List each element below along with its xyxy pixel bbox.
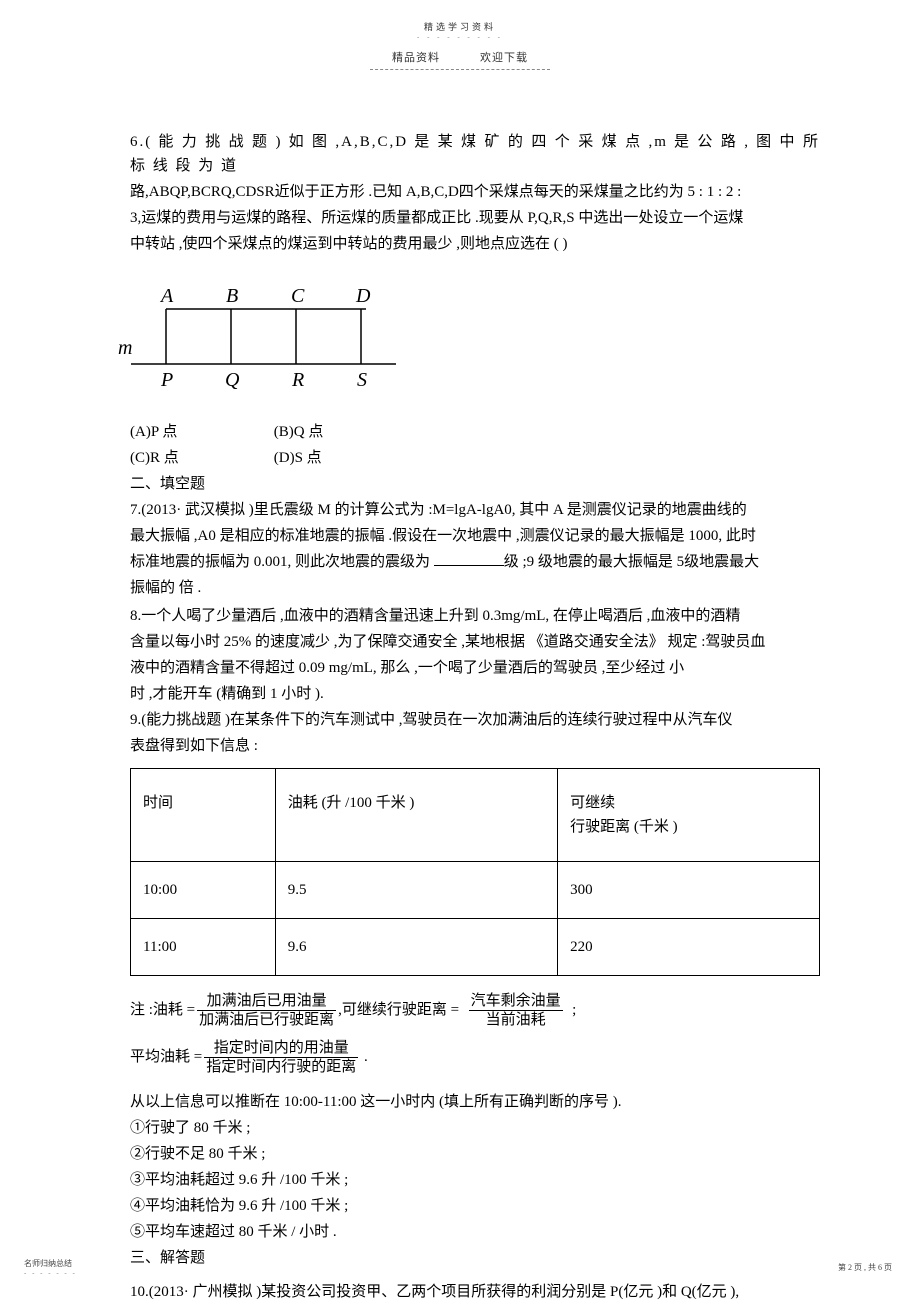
- note-prefix-1: 注 :油耗 =: [130, 1002, 195, 1018]
- q6-line-1: 6.( 能 力 挑 战 题 ) 如 图 ,A,B,C,D 是 某 煤 矿 的 四…: [130, 130, 820, 178]
- q7-line-4: 振幅的 倍 .: [130, 576, 820, 600]
- fraction-3: 指定时间内的用油量指定时间内行驶的距离: [204, 1039, 358, 1076]
- th-consumption: 油耗 (升 /100 千米 ): [275, 769, 557, 862]
- r2c3: 220: [558, 919, 820, 976]
- r1c3: 300: [558, 862, 820, 919]
- q6-options-row-1: (A)P 点 (B)Q 点: [130, 420, 820, 444]
- q6-opt-a: (A)P 点: [130, 420, 270, 444]
- footer-left-dots: - - - - - - -: [24, 1269, 77, 1277]
- q6-line-2: 路,ABQP,BCRQ,CDSR近似于正方形 .已知 A,B,C,D四个采煤点每…: [130, 180, 820, 204]
- note-line-2: 平均油耗 =指定时间内的用油量指定时间内行驶的距离 .: [130, 1039, 820, 1076]
- q8-line-3: 液中的酒精含量不得超过 0.09 mg/mL, 那么 ,一个喝了少量酒后的驾驶员…: [130, 656, 820, 680]
- th-distance-a: 可继续: [570, 791, 807, 815]
- q6-opt-d: (D)S 点: [274, 450, 322, 466]
- diag-label-S: S: [357, 369, 367, 391]
- q6-opt-c: (C)R 点: [130, 446, 270, 470]
- infer-item-2: ②行驶不足 80 千米 ;: [130, 1142, 820, 1166]
- header-dots: - - - - - - - - -: [0, 32, 920, 43]
- q9-line-2: 表盘得到如下信息 :: [130, 734, 820, 758]
- q6-opt-b: (B)Q 点: [274, 424, 324, 440]
- q7-blank-1: [434, 565, 504, 566]
- infer-item-4: ④平均油耗恰为 9.6 升 /100 千米 ;: [130, 1194, 820, 1218]
- main-content: 6.( 能 力 挑 战 题 ) 如 图 ,A,B,C,D 是 某 煤 矿 的 四…: [0, 70, 920, 1304]
- f2-den: 当前油耗: [469, 1011, 563, 1029]
- diag-label-C: C: [291, 285, 305, 307]
- q6-options-row-2: (C)R 点 (D)S 点: [130, 446, 820, 470]
- f1-num: 加满油后已用油量: [197, 992, 336, 1011]
- r1c2: 9.5: [275, 862, 557, 919]
- header-left: 精品资料: [392, 52, 440, 64]
- header-subtitle: 精品资料 欢迎下载: [0, 50, 920, 68]
- q7-line-1: 7.(2013· 武汉模拟 )里氏震级 M 的计算公式为 :M=lgA-lgA0…: [130, 498, 820, 522]
- f2-num: 汽车剩余油量: [469, 992, 563, 1011]
- header-right: 欢迎下载: [480, 52, 528, 64]
- table-row: 10:00 9.5 300: [131, 862, 820, 919]
- q7-line-2: 最大振幅 ,A0 是相应的标准地震的振幅 .假设在一次地震中 ,测震仪记录的最大…: [130, 524, 820, 548]
- q7-line-3: 标准地震的振幅为 0.001, 则此次地震的震级为 级 ;9 级地震的最大振幅是…: [130, 550, 820, 574]
- table-header-row: 时间 油耗 (升 /100 千米 ) 可继续 行驶距离 (千米 ): [131, 769, 820, 862]
- diag-label-B: B: [226, 285, 238, 307]
- r2c1: 11:00: [131, 919, 276, 976]
- q7-line-3a: 标准地震的振幅为 0.001, 则此次地震的震级为: [130, 554, 434, 570]
- q9-table: 时间 油耗 (升 /100 千米 ) 可继续 行驶距离 (千米 ) 10:00 …: [130, 768, 820, 976]
- diag-label-A: A: [159, 285, 174, 307]
- diag-label-D: D: [355, 285, 371, 307]
- th-distance-b: 行驶距离 (千米 ): [570, 815, 807, 839]
- f3-num: 指定时间内的用油量: [204, 1039, 358, 1058]
- infer-item-1: ①行驶了 80 千米 ;: [130, 1116, 820, 1140]
- q6-diagram: A B C D m P Q R S: [106, 274, 820, 402]
- note-line-1: 注 :油耗 =加满油后已用油量加满油后已行驶距离,可继续行驶距离 = 汽车剩余油…: [130, 992, 820, 1029]
- diag-label-P: P: [160, 369, 173, 391]
- q8-line-1: 8.一个人喝了少量酒后 ,血液中的酒精含量迅速上升到 0.3mg/mL, 在停止…: [130, 604, 820, 628]
- section-3-heading: 三、解答题: [130, 1246, 820, 1270]
- q8-line-2: 含量以每小时 25% 的速度减少 ,为了保障交通安全 ,某地根据 《道路交通安全…: [130, 630, 820, 654]
- page-header-top: 精选学习资料 - - - - - - - - - 精品资料欢迎下载: [0, 0, 920, 70]
- note-after-2: .: [364, 1049, 368, 1065]
- q6-line-4: 中转站 ,使四个采煤点的煤运到中转站的费用最少 ,则地点应选在 ( ): [130, 232, 820, 256]
- footer-page-number: 第 2 页 , 共 6 页: [838, 1262, 892, 1275]
- q8-line-4: 时 ,才能开车 (精确到 1 小时 ).: [130, 682, 820, 706]
- q7-line-3b: 级 ;9 级地震的最大振幅是 5级地震最大: [504, 554, 759, 570]
- diag-label-m: m: [118, 337, 132, 359]
- f3-den: 指定时间内行驶的距离: [204, 1058, 358, 1076]
- infer-item-5: ⑤平均车速超过 80 千米 / 小时 .: [130, 1220, 820, 1244]
- note-prefix-2: 平均油耗 =: [130, 1049, 202, 1065]
- section-2-heading: 二、填空题: [130, 472, 820, 496]
- footer-left: 名师归纳总结 - - - - - - -: [24, 1259, 77, 1277]
- r1c1: 10:00: [131, 862, 276, 919]
- th-distance: 可继续 行驶距离 (千米 ): [558, 769, 820, 862]
- r2c2: 9.6: [275, 919, 557, 976]
- th-time: 时间: [131, 769, 276, 862]
- note-mid-1: ,可继续行驶距离 =: [338, 1002, 459, 1018]
- q9-line-1: 9.(能力挑战题 )在某条件下的汽车测试中 ,驾驶员在一次加满油后的连续行驶过程…: [130, 708, 820, 732]
- diag-label-R: R: [291, 369, 304, 391]
- infer-item-3: ③平均油耗超过 9.6 升 /100 千米 ;: [130, 1168, 820, 1192]
- footer-left-text: 名师归纳总结: [24, 1259, 77, 1269]
- q10-line-1: 10.(2013· 广州模拟 )某投资公司投资甲、乙两个项目所获得的利润分别是 …: [130, 1280, 820, 1304]
- diag-label-Q: Q: [225, 369, 240, 391]
- q6-line-3: 3,运煤的费用与运煤的路程、所运煤的质量都成正比 .现要从 P,Q,R,S 中选…: [130, 206, 820, 230]
- table-row: 11:00 9.6 220: [131, 919, 820, 976]
- fraction-1: 加满油后已用油量加满油后已行驶距离: [197, 992, 336, 1029]
- f1-den: 加满油后已行驶距离: [197, 1011, 336, 1029]
- note-after-1: ;: [572, 1002, 576, 1018]
- fraction-2: 汽车剩余油量当前油耗: [469, 992, 563, 1029]
- infer-line-1: 从以上信息可以推断在 10:00-11:00 这一小时内 (填上所有正确判断的序…: [130, 1090, 820, 1114]
